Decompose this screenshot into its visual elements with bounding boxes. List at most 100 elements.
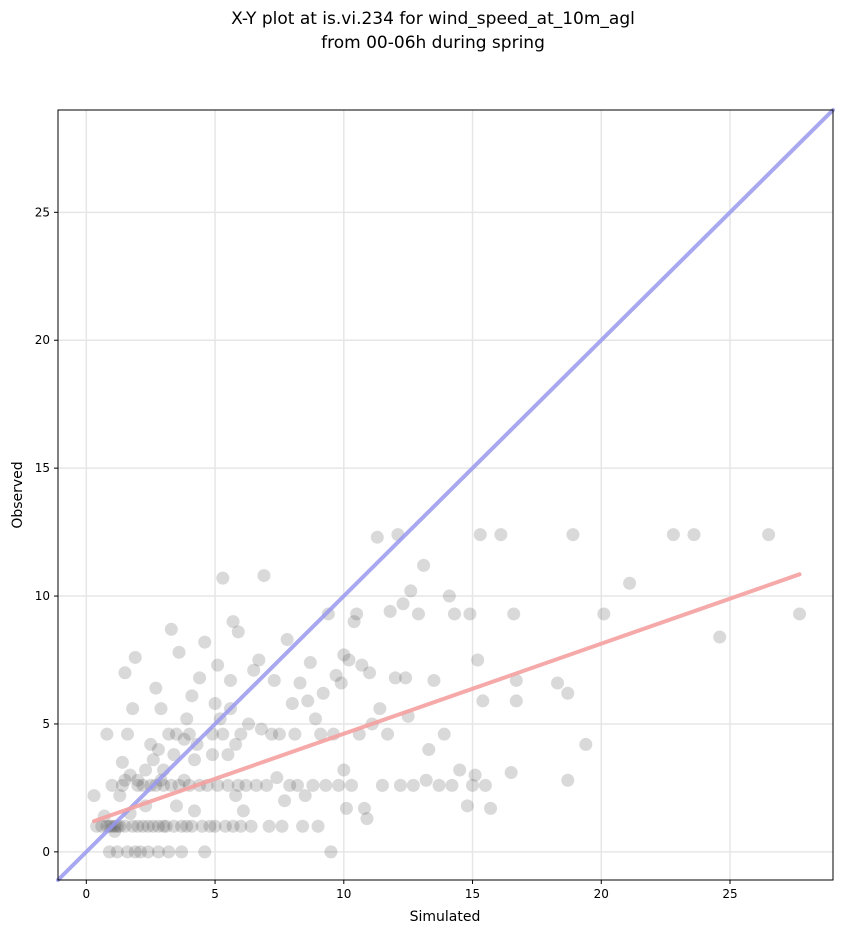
data-point xyxy=(159,819,173,833)
data-point xyxy=(478,778,492,792)
data-point xyxy=(208,696,222,710)
data-point xyxy=(293,676,307,690)
data-point xyxy=(149,681,163,695)
data-point xyxy=(393,778,407,792)
data-point xyxy=(167,748,181,762)
data-point xyxy=(427,673,441,687)
regression-fit-line xyxy=(92,572,802,824)
data-point xyxy=(123,768,137,782)
data-point xyxy=(301,694,315,708)
data-point xyxy=(221,748,235,762)
y-tick-label: 0 xyxy=(42,845,50,859)
data-point xyxy=(249,778,263,792)
data-point xyxy=(337,648,351,662)
data-point xyxy=(205,748,219,762)
grid-lines xyxy=(58,110,833,880)
data-point xyxy=(509,694,523,708)
axis-ticks: 0 5 10 15 20 25 0 5 10 15 20 25 xyxy=(35,205,738,901)
data-point xyxy=(311,819,325,833)
data-point xyxy=(113,789,127,803)
data-point xyxy=(118,773,132,787)
data-point xyxy=(623,576,637,590)
y-tick-label: 15 xyxy=(35,461,50,475)
data-point xyxy=(151,845,165,859)
data-point xyxy=(453,763,467,777)
data-point xyxy=(229,737,243,751)
chart-title-line-2: from 00-06h during spring xyxy=(321,33,545,53)
y-tick-label: 25 xyxy=(35,205,50,219)
data-point xyxy=(448,607,462,621)
data-point xyxy=(187,804,201,818)
data-point xyxy=(404,584,418,598)
data-point xyxy=(411,607,425,621)
data-point xyxy=(504,766,518,780)
data-point xyxy=(265,727,279,741)
data-point xyxy=(270,771,284,785)
data-point xyxy=(224,673,238,687)
data-point xyxy=(339,801,353,815)
data-point xyxy=(221,778,235,792)
data-point xyxy=(370,530,384,544)
data-point xyxy=(597,607,611,621)
data-point xyxy=(195,819,209,833)
y-tick-label: 10 xyxy=(35,589,50,603)
data-point xyxy=(473,528,487,542)
data-point xyxy=(373,702,387,716)
data-point xyxy=(494,528,508,542)
data-point xyxy=(128,650,142,664)
data-point xyxy=(471,653,485,667)
data-point xyxy=(357,801,371,815)
data-point xyxy=(509,673,523,687)
data-point xyxy=(342,653,356,667)
data-point xyxy=(445,778,459,792)
data-point xyxy=(151,819,165,833)
data-point xyxy=(110,845,124,859)
data-point xyxy=(136,819,150,833)
data-point xyxy=(247,663,261,677)
data-point xyxy=(460,799,474,813)
data-point xyxy=(350,607,364,621)
data-point xyxy=(95,819,109,833)
data-point xyxy=(466,778,480,792)
data-point xyxy=(355,658,369,672)
data-point xyxy=(141,819,155,833)
data-point xyxy=(177,773,191,787)
data-point xyxy=(360,812,374,826)
data-point xyxy=(141,845,155,859)
data-point xyxy=(687,528,701,542)
data-point xyxy=(115,778,129,792)
data-point xyxy=(324,845,338,859)
x-tick-label: 20 xyxy=(594,887,609,901)
data-point xyxy=(182,727,196,741)
data-point xyxy=(363,666,377,680)
data-point xyxy=(272,727,286,741)
data-point xyxy=(185,689,199,703)
data-point xyxy=(164,778,178,792)
data-point xyxy=(234,819,248,833)
data-point xyxy=(169,727,183,741)
data-point xyxy=(175,845,189,859)
data-point xyxy=(229,789,243,803)
data-point xyxy=(87,789,101,803)
data-point xyxy=(218,819,232,833)
data-point xyxy=(231,778,245,792)
data-point xyxy=(180,712,194,726)
x-axis-label: Simulated xyxy=(410,909,481,925)
data-point xyxy=(484,801,498,815)
data-point xyxy=(146,753,160,767)
data-point xyxy=(226,819,240,833)
data-point xyxy=(666,528,680,542)
data-point xyxy=(136,778,150,792)
data-point xyxy=(437,727,451,741)
data-point xyxy=(507,607,521,621)
data-point xyxy=(193,671,207,685)
x-tick-label: 25 xyxy=(722,887,737,901)
data-point xyxy=(131,773,145,787)
data-point xyxy=(180,819,194,833)
data-point xyxy=(167,819,181,833)
data-point xyxy=(157,778,171,792)
data-point xyxy=(151,743,165,757)
data-point xyxy=(144,737,158,751)
data-point xyxy=(399,671,413,685)
